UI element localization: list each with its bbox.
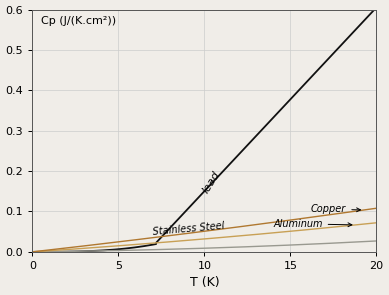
Text: Cp (J/(K.cm²)): Cp (J/(K.cm²)) [41, 16, 116, 26]
Text: Stainless Steel: Stainless Steel [153, 220, 225, 237]
Text: lead: lead [201, 170, 222, 195]
X-axis label: T (K): T (K) [189, 276, 219, 289]
Text: Aluminum: Aluminum [273, 219, 352, 229]
Text: Copper: Copper [311, 204, 361, 214]
